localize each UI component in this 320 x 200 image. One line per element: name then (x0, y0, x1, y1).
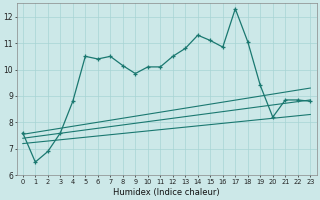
X-axis label: Humidex (Indice chaleur): Humidex (Indice chaleur) (113, 188, 220, 197)
